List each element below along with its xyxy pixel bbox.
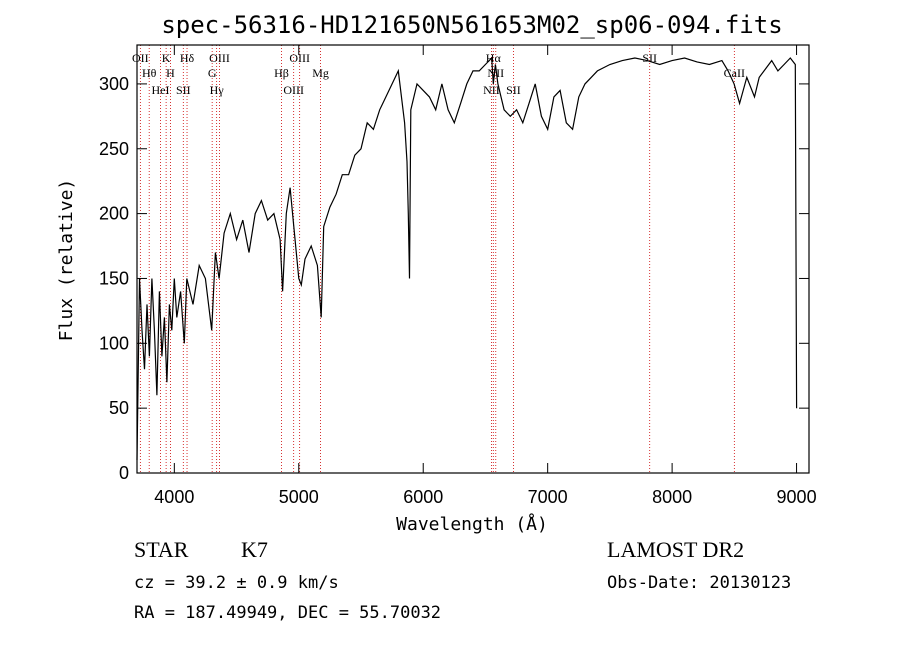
x-tick-label: 8000 — [652, 487, 692, 507]
plot-frame — [136, 44, 810, 474]
x-tick-label: 7000 — [528, 487, 568, 507]
line-marker-label: H — [166, 66, 175, 80]
chart-title: spec-56316-HD121650N561653M02_sp06-094.f… — [161, 11, 782, 39]
line-marker-label: K — [162, 51, 171, 65]
coordinates: RA = 187.49949, DEC = 55.70032 — [134, 603, 442, 623]
line-marker-label: OIII — [209, 51, 230, 65]
line-marker-label: NII — [487, 66, 504, 80]
line-marker-label: OIII — [289, 51, 310, 65]
line-marker-label: Hγ — [210, 83, 225, 97]
x-tick-label: 9000 — [777, 487, 817, 507]
survey-name: LAMOST DR2 — [607, 537, 745, 562]
line-marker-label: SII — [642, 51, 657, 65]
line-marker-label: Mg — [312, 66, 329, 80]
line-marker-label: HeI — [152, 83, 170, 97]
spectrum-line — [136, 56, 798, 461]
y-tick-label: 250 — [99, 139, 129, 159]
line-marker-label: Hα — [486, 51, 502, 65]
x-axis-ticks: 4000 5000 6000 7000 8000 9000 — [154, 45, 817, 507]
y-tick-label: 300 — [99, 74, 129, 94]
y-tick-label: 200 — [99, 204, 129, 224]
x-tick-label: 6000 — [403, 487, 443, 507]
line-marker-label: SII — [506, 83, 521, 97]
y-tick-label: 150 — [99, 268, 129, 288]
y-axis-label: Flux (relative) — [56, 179, 77, 342]
object-class: STAR — [134, 537, 189, 562]
line-marker-label: SII — [176, 83, 191, 97]
line-marker-label: Hβ — [274, 66, 289, 80]
y-tick-label: 0 — [119, 463, 129, 483]
line-marker-label: Hδ — [180, 51, 195, 65]
line-marker-label: NII — [483, 83, 500, 97]
line-marker-label: CaII — [724, 66, 745, 80]
line-marker-label: OIII — [283, 83, 304, 97]
y-tick-label: 100 — [99, 333, 129, 353]
x-tick-label: 4000 — [154, 487, 194, 507]
line-markers — [139, 45, 735, 473]
line-marker-label: OII — [132, 51, 149, 65]
line-marker-label: Hθ — [142, 66, 157, 80]
observation-date: Obs-Date: 20130123 — [607, 573, 792, 593]
y-axis-ticks: 0 50 100 150 200 250 300 — [99, 74, 809, 483]
redshift-cz: cz = 39.2 ± 0.9 km/s — [134, 573, 339, 593]
object-subclass: K7 — [241, 537, 268, 562]
y-tick-label: 50 — [109, 398, 129, 418]
x-axis-label: Wavelength (Å) — [396, 513, 548, 535]
line-marker-labels: OIIHθHeIKHSIIHδGHγOIIIHβOIIIOIIIMgNIIHαN… — [132, 51, 745, 97]
x-tick-label: 5000 — [279, 487, 319, 507]
line-marker-label: G — [208, 66, 217, 80]
